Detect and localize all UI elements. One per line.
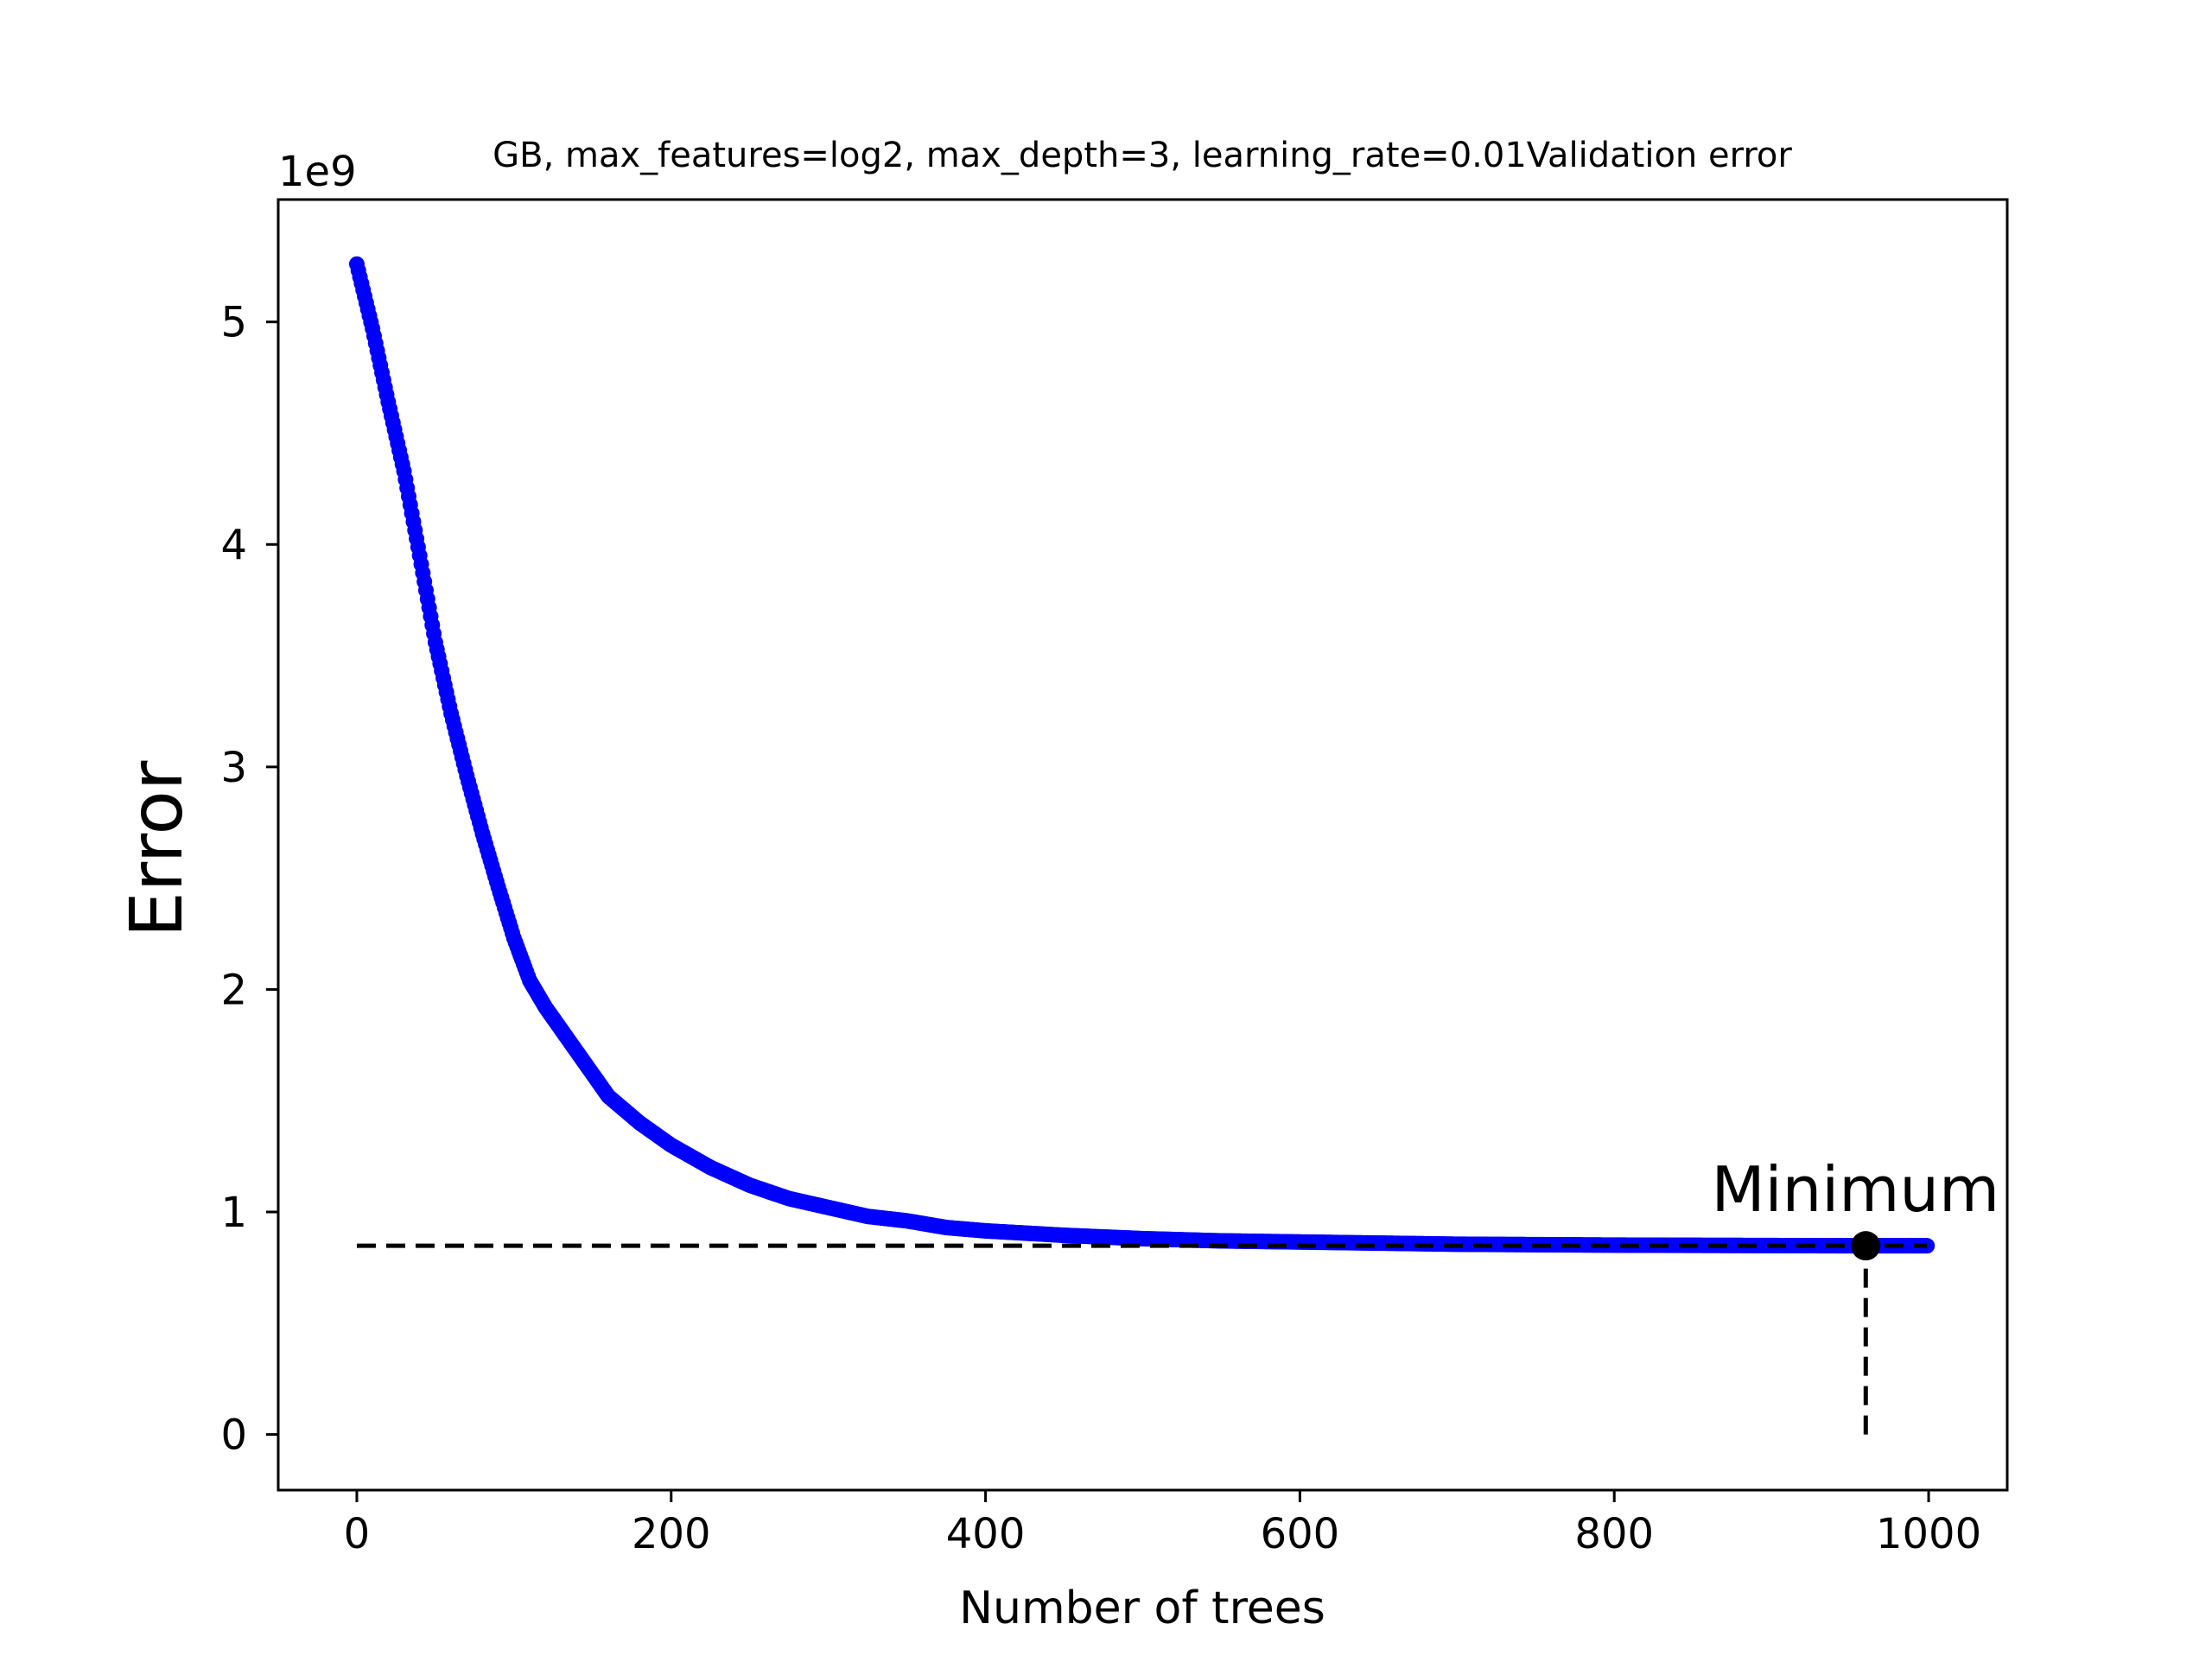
x-tick-label: 0 [344, 1510, 371, 1558]
x-tick-label: 1000 [1876, 1510, 1981, 1558]
x-tick-label: 800 [1574, 1510, 1654, 1558]
minimum-annotation-label: Minimum [1711, 1153, 1999, 1226]
annotations: Minimum [1711, 1153, 1999, 1261]
x-tick-label: 600 [1261, 1510, 1340, 1558]
y-tick-label: 1 [220, 1189, 247, 1237]
x-tick-label: 400 [946, 1510, 1026, 1558]
y-tick-label: 3 [220, 744, 247, 792]
axis-ticks: 0 200 400 600 800 1000 0 1 2 3 4 5 [220, 299, 1981, 1558]
y-tick-label: 4 [220, 521, 247, 569]
axes-frame [276, 198, 2009, 1492]
y-tick-label: 0 [220, 1411, 247, 1460]
y-scale-label: 1e9 [278, 148, 357, 196]
y-tick-label: 2 [220, 966, 247, 1014]
data-point [1919, 1238, 1936, 1254]
x-tick-label: 200 [632, 1510, 711, 1558]
plot-area [348, 256, 1936, 1254]
minimum-marker [1851, 1231, 1881, 1261]
reference-lines [356, 1243, 1928, 1435]
chart-title: GB, max_features=log2, max_depth=3, lear… [493, 136, 1792, 175]
y-axis-label: Error [114, 760, 199, 937]
series-0-points [348, 256, 1936, 1254]
y-tick-label: 5 [220, 299, 247, 347]
x-axis-label: Number of trees [959, 1583, 1325, 1634]
